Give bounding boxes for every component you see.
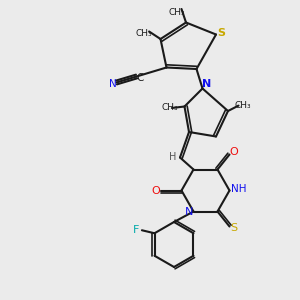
Text: CH₃: CH₃ [169, 8, 185, 17]
Text: CH₃: CH₃ [234, 100, 251, 109]
Text: C: C [136, 73, 144, 83]
Text: CH₃: CH₃ [161, 103, 178, 112]
Text: CH₃: CH₃ [136, 28, 152, 38]
Text: N: N [202, 79, 211, 89]
Text: H: H [169, 152, 176, 162]
Text: F: F [133, 225, 140, 235]
Text: S: S [218, 28, 225, 38]
Text: N: N [185, 207, 193, 217]
Text: O: O [152, 186, 160, 196]
Text: N: N [109, 79, 117, 89]
Text: O: O [230, 147, 238, 157]
Text: NH: NH [231, 184, 246, 194]
Text: S: S [230, 223, 238, 233]
